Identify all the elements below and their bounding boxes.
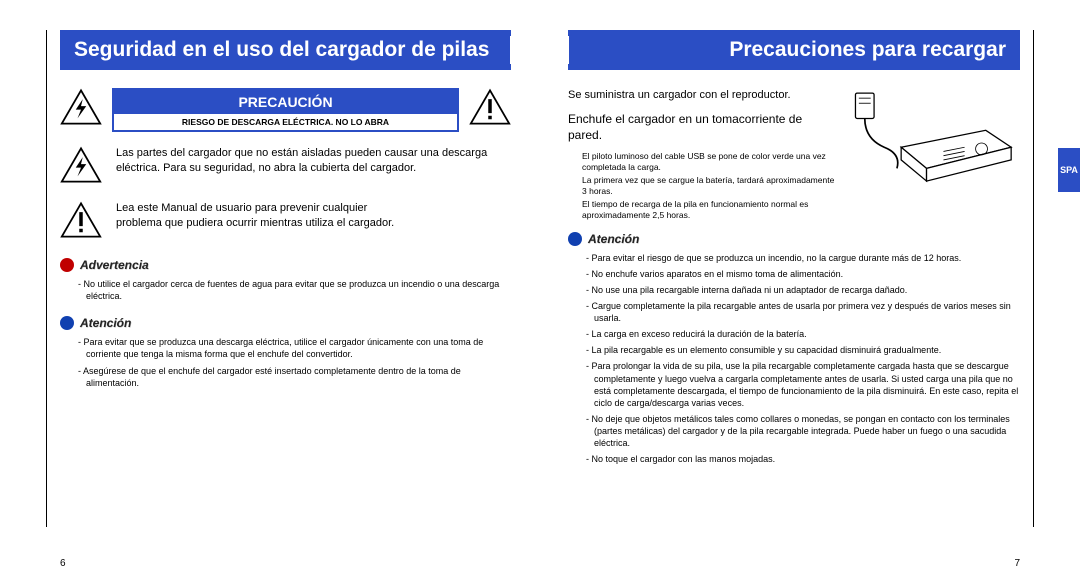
left-header: Seguridad en el uso del cargador de pila… [60,30,511,70]
right-header: Precauciones para recargar [568,30,1020,70]
advertencia-heading: Advertencia [60,258,511,272]
atencion-title-right: Atención [588,232,639,246]
list-item: No deje que objetos metálicos tales como… [586,413,1020,449]
intro-line-1: Se suministra un cargador con el reprodu… [568,88,836,103]
manual-paragraph-1: Lea este Manual de usuario para prevenir… [116,201,394,216]
shock-paragraph: Las partes del cargador que no están ais… [116,146,511,176]
spread: Seguridad en el uso del cargador de pila… [0,0,1080,587]
list-item: No use una pila recargable interna dañad… [586,284,1020,296]
atencion-heading-right: Atención [568,232,1020,246]
atencion-list-left: Para evitar que se produzca una descarga… [60,336,511,389]
page-right: Precauciones para recargar Se suministra… [540,0,1080,587]
charger-illustration [850,88,1020,198]
caution-subtitle: RIESGO DE DESCARGA ELÉCTRICA. NO LO ABRA [114,114,457,130]
caution-box: PRECAUCIÓN RIESGO DE DESCARGA ELÉCTRICA.… [112,88,459,132]
list-item: La carga en exceso reducirá la duración … [586,328,1020,340]
caution-title: PRECAUCIÓN [114,90,457,114]
page-number-left: 6 [60,558,66,569]
list-item: No enchufe varios aparatos en el mismo t… [586,268,1020,280]
list-item: La pila recargable es un elemento consum… [586,344,1020,356]
right-intro-row: Se suministra un cargador con el reprodu… [568,88,1020,222]
page-number-right: 7 [1014,558,1020,569]
manual-paragraph-2: problema que pudiera ocurrir mientras ut… [116,216,394,231]
list-item: Para prolongar la vida de su pila, use l… [586,360,1020,409]
atencion-list-right: Para evitar el riesgo de que se produzca… [568,252,1020,466]
red-bullet-icon [60,258,74,272]
list-item: Para evitar el riesgo de que se produzca… [586,252,1020,264]
atencion-title-left: Atención [80,316,131,330]
page-left: Seguridad en el uso del cargador de pila… [0,0,540,587]
advertencia-title: Advertencia [80,258,149,272]
list-item: No toque el cargador con las manos mojad… [586,453,1020,465]
advertencia-list: No utilice el cargador cerca de fuentes … [60,278,511,302]
blue-bullet-icon [60,316,74,330]
manual-paragraph-row: Lea este Manual de usuario para prevenir… [60,201,511,244]
intro-line-2: Enchufe el cargador en un tomacorriente … [568,111,836,143]
note-2: La primera vez que se cargue la batería,… [568,175,836,197]
note-1: El piloto luminoso del cable USB se pone… [568,151,836,173]
note-3: El tiempo de recarga de la pila en funci… [568,199,836,221]
atencion-heading-left: Atención [60,316,511,330]
list-item: Asegúrese de que el enchufe del cargador… [78,365,511,389]
shock-icon [60,146,102,184]
caution-block: PRECAUCIÓN RIESGO DE DESCARGA ELÉCTRICA.… [60,88,511,132]
shock-paragraph-row: Las partes del cargador que no están ais… [60,146,511,189]
list-item: Para evitar que se produzca una descarga… [78,336,511,360]
exclaim-icon [60,201,102,239]
shock-icon [60,88,102,126]
exclaim-icon [469,88,511,126]
language-tab: SPA [1058,148,1080,192]
list-item: No utilice el cargador cerca de fuentes … [78,278,511,302]
list-item: Cargue completamente la pila recargable … [586,300,1020,324]
blue-bullet-icon [568,232,582,246]
